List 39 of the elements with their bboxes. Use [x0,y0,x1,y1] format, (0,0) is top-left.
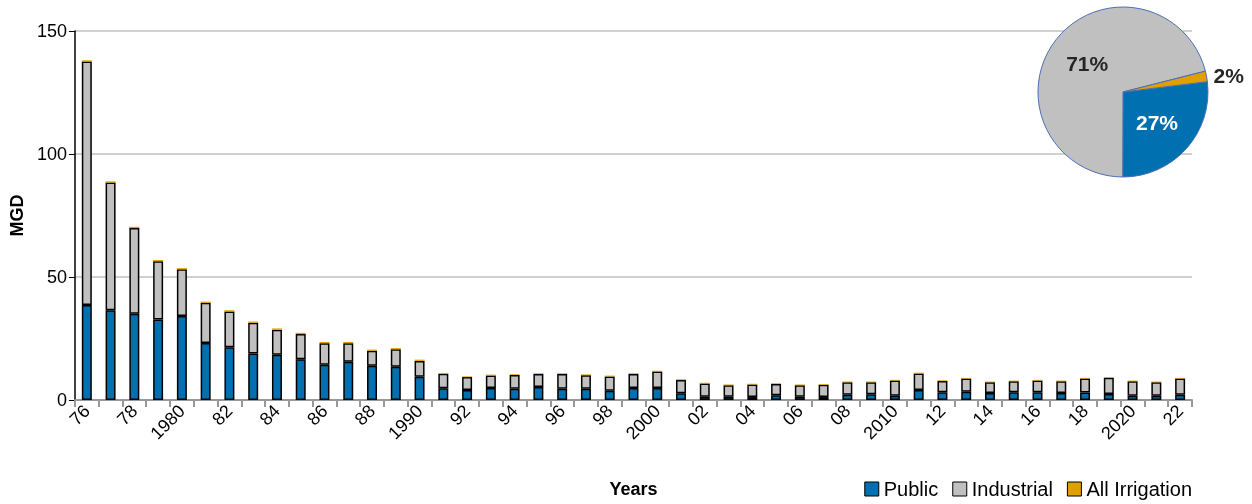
y-axis-title: MGD [7,194,27,237]
x-tick-label: 98 [588,400,617,430]
y-tick-label: 150 [36,21,67,41]
bar [889,380,900,396]
bar [1127,381,1138,396]
x-tick-label: 94 [493,400,522,430]
x-tick-label: 02 [683,400,712,430]
x-tick-label: 88 [350,400,380,430]
bar [794,385,805,397]
x-tick-label: 04 [731,400,760,430]
x-tick-label: 22 [1158,400,1188,430]
x-tick-label: 92 [445,400,475,430]
legend-label: All Irrigation [1086,478,1193,500]
bar [771,384,782,396]
legend-label: Public [883,478,939,500]
bar [1151,382,1162,396]
x-tick-label: 08 [826,400,855,430]
legend-label: Industrial [971,478,1053,500]
x-tick-label: 82 [208,400,237,430]
x-tick-label: 86 [303,400,332,430]
data-label: 71% [1066,52,1109,76]
x-axis-title: Years [609,479,658,499]
x-tick-label: 14 [968,400,998,430]
data-label: 2% [1213,64,1245,88]
y-tick-label: 50 [46,267,67,287]
bar [699,383,710,397]
x-tick-label: 96 [540,400,570,430]
bar [723,385,734,397]
bar [818,384,829,398]
x-tick-label: 78 [113,400,142,430]
x-tick-label: 84 [255,400,285,430]
x-tick-label: 12 [921,400,950,430]
x-tick-label: 18 [1063,400,1093,430]
y-tick-label: 100 [36,144,67,164]
x-tick-label: 06 [778,400,807,430]
bar [747,384,758,398]
x-tick-label: 16 [1016,400,1045,430]
data-label: 27% [1136,110,1179,134]
y-tick-label: 0 [56,390,67,410]
